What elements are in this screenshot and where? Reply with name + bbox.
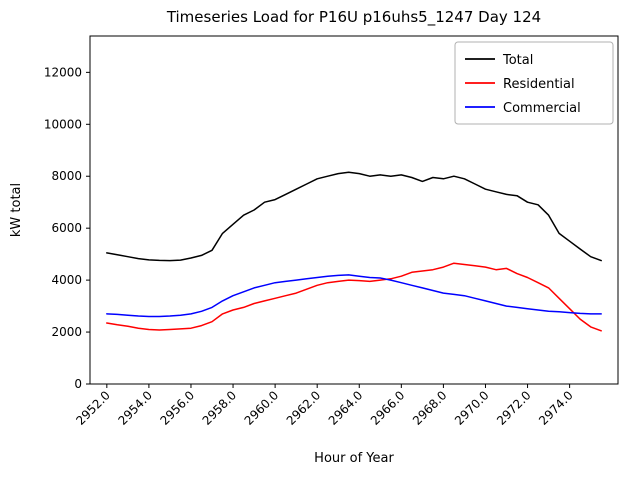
x-tick-label: 2968.0 — [410, 388, 450, 428]
y-tick-label: 8000 — [51, 169, 82, 183]
legend-label-residential: Residential — [503, 77, 575, 92]
x-tick-label: 2954.0 — [115, 388, 155, 428]
y-tick-label: 12000 — [44, 65, 82, 79]
legend: Total Residential Commercial — [454, 41, 614, 125]
x-axis-label: Hour of Year — [314, 451, 394, 466]
y-axis-ticks: 0 2000 4000 6000 8000 10000 12000 — [44, 65, 90, 391]
legend-label-total: Total — [502, 53, 533, 68]
x-tick-label: 2962.0 — [284, 388, 324, 428]
y-tick-label: 10000 — [44, 117, 82, 131]
series-lines — [106, 171, 602, 332]
x-tick-label: 2956.0 — [157, 388, 197, 428]
x-tick-label: 2974.0 — [536, 388, 576, 428]
x-tick-label: 2960.0 — [242, 388, 282, 428]
x-tick-label: 2958.0 — [200, 388, 240, 428]
y-tick-label: 4000 — [51, 273, 82, 287]
x-tick-label: 2972.0 — [494, 388, 534, 428]
series-line-commercial — [106, 274, 602, 318]
x-tick-label: 2970.0 — [452, 388, 492, 428]
chart-title: Timeseries Load for P16U p16uhs5_1247 Da… — [166, 8, 541, 27]
plot-area — [89, 35, 619, 385]
x-tick-label: 2964.0 — [326, 388, 366, 428]
legend-label-commercial: Commercial — [503, 101, 581, 116]
series-line-residential — [106, 262, 602, 332]
legend-box — [454, 41, 614, 125]
x-axis-ticks: 2952.0 2954.0 2956.0 2958.0 2960.0 2962.0 2964… — [73, 384, 576, 428]
y-tick-label: 0 — [74, 377, 82, 391]
series-line-total — [106, 171, 602, 262]
x-tick-label: 2952.0 — [73, 388, 113, 428]
y-axis-label: kW total — [9, 183, 24, 237]
x-tick-label: 2966.0 — [368, 388, 408, 428]
y-tick-label: 2000 — [51, 325, 82, 339]
y-tick-label: 6000 — [51, 221, 82, 235]
